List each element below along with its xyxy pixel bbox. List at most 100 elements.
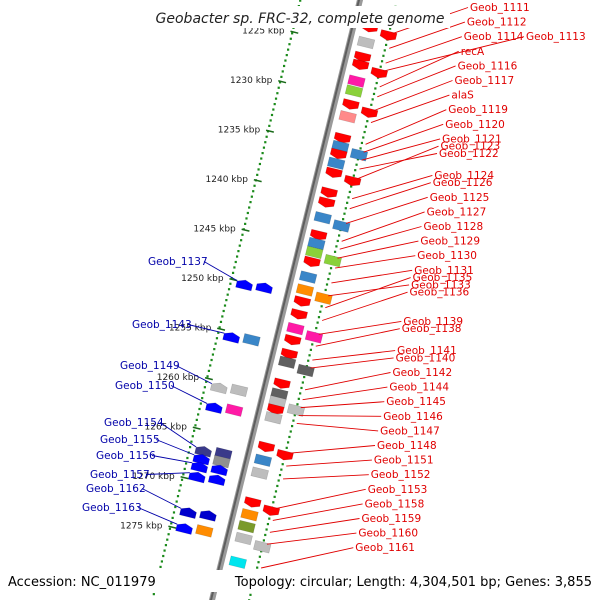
- reverse-gene-label[interactable]: Geob_1162: [86, 483, 146, 495]
- forward-gene-glyph[interactable]: [342, 98, 360, 110]
- forward-gene-glyph[interactable]: [273, 377, 291, 389]
- forward-gene-label[interactable]: Geob_1161: [355, 542, 415, 554]
- forward-gene-glyph[interactable]: [250, 466, 269, 480]
- forward-gene-label[interactable]: Geob_1135: [413, 272, 473, 284]
- reverse-gene-glyph[interactable]: [194, 446, 212, 458]
- forward-gene-label[interactable]: Geob_1129: [420, 236, 480, 248]
- forward-gene-label[interactable]: Geob_1160: [358, 528, 418, 540]
- forward-gene-label[interactable]: Geob_1146: [383, 411, 443, 423]
- forward-gene-label[interactable]: Geob_1136: [410, 287, 470, 299]
- forward-gene-label[interactable]: Geob_1133: [411, 279, 471, 291]
- forward-gene-glyph[interactable]: [243, 496, 262, 508]
- forward-gene-label[interactable]: Geob_1130: [417, 250, 477, 262]
- reverse-gene-glyph[interactable]: [199, 510, 217, 522]
- forward-gene-glyph[interactable]: [252, 540, 272, 554]
- forward-gene-glyph[interactable]: [314, 291, 333, 305]
- forward-gene-label[interactable]: Geob_1124: [434, 170, 494, 182]
- reverse-gene-glyph[interactable]: [235, 279, 254, 292]
- forward-gene-label[interactable]: Geob_1128: [424, 221, 484, 233]
- forward-gene-glyph[interactable]: [332, 219, 351, 233]
- forward-gene-glyph[interactable]: [277, 355, 297, 370]
- forward-gene-glyph[interactable]: [293, 295, 312, 307]
- forward-gene-glyph[interactable]: [343, 174, 362, 187]
- reverse-gene-glyph[interactable]: [179, 507, 197, 519]
- reverse-gene-glyph[interactable]: [195, 524, 214, 538]
- forward-gene-label[interactable]: Geob_1122: [439, 148, 499, 160]
- reverse-gene-label[interactable]: Geob_1157: [90, 469, 150, 481]
- forward-gene-glyph[interactable]: [351, 58, 370, 71]
- reverse-gene-label[interactable]: Geob_1143: [132, 319, 192, 331]
- forward-gene-label[interactable]: Geob_1117: [455, 75, 515, 87]
- forward-gene-label[interactable]: Geob_1138: [402, 323, 462, 335]
- forward-gene-label[interactable]: Geob_1114: [464, 31, 524, 43]
- forward-gene-glyph[interactable]: [344, 84, 364, 98]
- reverse-gene-glyph[interactable]: [209, 382, 228, 395]
- reverse-gene-label[interactable]: Geob_1149: [120, 360, 180, 372]
- forward-gene-glyph[interactable]: [333, 131, 352, 144]
- forward-gene-label[interactable]: Geob_1153: [368, 484, 428, 496]
- reverse-gene-glyph[interactable]: [207, 474, 226, 487]
- forward-gene-glyph[interactable]: [234, 531, 253, 546]
- forward-gene-glyph[interactable]: [347, 74, 366, 88]
- forward-gene-glyph[interactable]: [356, 35, 376, 50]
- forward-gene-glyph[interactable]: [237, 519, 256, 534]
- forward-gene-glyph[interactable]: [320, 186, 339, 198]
- forward-gene-label[interactable]: Geob_1113: [526, 31, 586, 43]
- forward-gene-label[interactable]: Geob_1112: [467, 17, 527, 29]
- forward-gene-label[interactable]: Geob_1148: [377, 440, 437, 452]
- forward-gene-glyph[interactable]: [240, 508, 259, 522]
- reverse-gene-glyph[interactable]: [224, 403, 244, 417]
- forward-gene-label[interactable]: Geob_1159: [362, 513, 422, 525]
- reverse-gene-glyph[interactable]: [222, 332, 241, 344]
- forward-gene-glyph[interactable]: [290, 308, 309, 320]
- forward-gene-label[interactable]: Geob_1121: [442, 133, 502, 145]
- forward-gene-glyph[interactable]: [323, 253, 342, 268]
- reverse-gene-label[interactable]: Geob_1155: [100, 434, 160, 446]
- forward-gene-glyph[interactable]: [317, 196, 336, 208]
- forward-gene-glyph[interactable]: [313, 211, 332, 225]
- forward-gene-glyph[interactable]: [325, 166, 343, 178]
- forward-gene-glyph[interactable]: [264, 410, 283, 425]
- forward-gene-label[interactable]: Geob_1120: [445, 119, 505, 131]
- forward-gene-glyph[interactable]: [338, 110, 357, 124]
- forward-gene-glyph[interactable]: [253, 453, 273, 468]
- forward-gene-label[interactable]: Geob_1123: [441, 141, 501, 153]
- forward-gene-glyph[interactable]: [228, 555, 248, 569]
- forward-gene-label[interactable]: Geob_1126: [433, 177, 493, 189]
- reverse-gene-glyph[interactable]: [210, 464, 228, 477]
- forward-gene-glyph[interactable]: [303, 255, 321, 268]
- reverse-gene-glyph[interactable]: [190, 461, 209, 474]
- forward-gene-label[interactable]: Geob_1147: [380, 425, 440, 437]
- forward-gene-glyph[interactable]: [304, 330, 324, 344]
- forward-gene-glyph[interactable]: [262, 504, 281, 516]
- forward-gene-label[interactable]: Geob_1158: [365, 498, 425, 510]
- forward-gene-label[interactable]: Geob_1116: [458, 60, 518, 72]
- reverse-gene-glyph[interactable]: [187, 471, 206, 484]
- forward-gene-glyph[interactable]: [349, 147, 369, 162]
- forward-gene-glyph[interactable]: [286, 403, 306, 417]
- forward-gene-glyph[interactable]: [286, 321, 305, 336]
- forward-gene-glyph[interactable]: [360, 106, 379, 118]
- forward-gene-label[interactable]: Geob_1139: [403, 316, 463, 328]
- forward-gene-label[interactable]: Geob_1131: [414, 265, 474, 277]
- forward-gene-label[interactable]: Geob_1141: [397, 345, 457, 357]
- forward-gene-glyph[interactable]: [296, 363, 315, 378]
- reverse-gene-glyph[interactable]: [242, 333, 261, 347]
- forward-gene-glyph[interactable]: [276, 448, 294, 461]
- forward-gene-label[interactable]: Geob_1151: [374, 455, 434, 467]
- forward-gene-glyph[interactable]: [379, 29, 398, 41]
- forward-gene-label[interactable]: Geob_1127: [427, 206, 487, 218]
- reverse-gene-glyph[interactable]: [229, 383, 249, 398]
- reverse-gene-label[interactable]: Geob_1163: [82, 502, 142, 514]
- forward-gene-glyph[interactable]: [257, 440, 276, 453]
- forward-gene-glyph[interactable]: [326, 156, 346, 171]
- reverse-gene-label[interactable]: Geob_1150: [115, 380, 175, 392]
- forward-gene-glyph[interactable]: [295, 283, 315, 297]
- forward-gene-glyph[interactable]: [298, 270, 318, 284]
- forward-gene-glyph[interactable]: [280, 347, 299, 360]
- reverse-gene-label[interactable]: Geob_1137: [148, 256, 208, 268]
- forward-gene-label[interactable]: Geob_1111: [470, 2, 530, 14]
- forward-gene-glyph[interactable]: [266, 403, 285, 415]
- forward-gene-glyph[interactable]: [353, 50, 372, 63]
- forward-gene-label[interactable]: Geob_1125: [430, 192, 490, 204]
